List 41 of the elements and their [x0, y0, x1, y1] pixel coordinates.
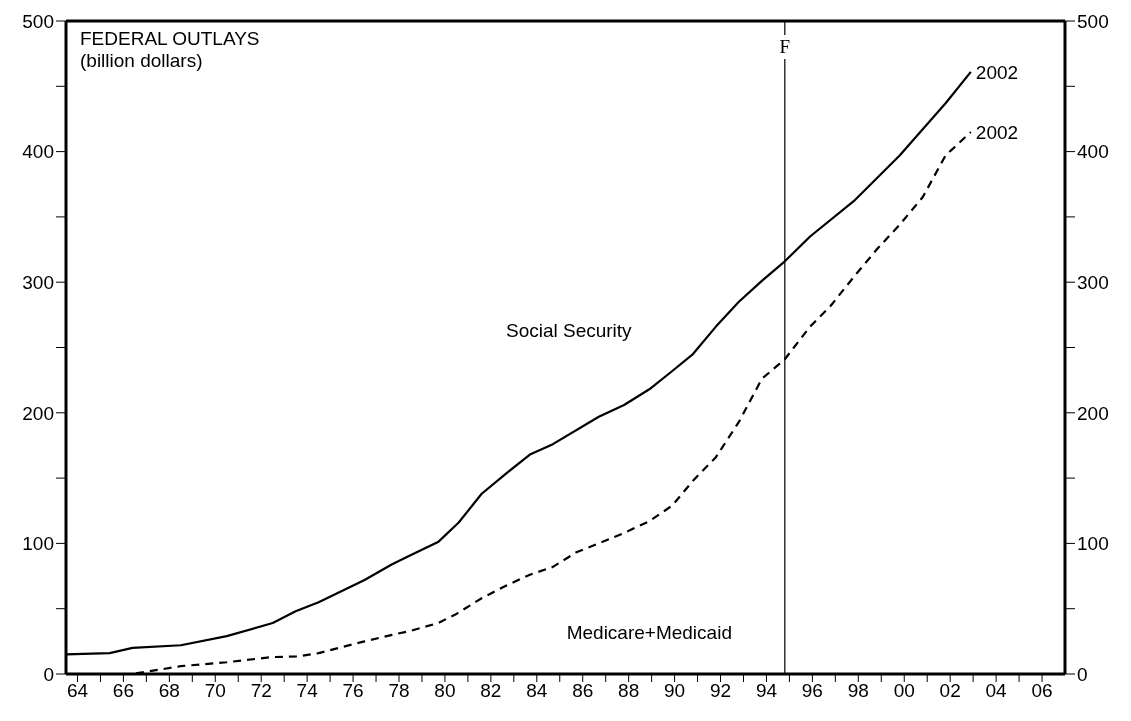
x-tick-label: 70	[204, 680, 226, 702]
y2-tick-label: 300	[1077, 271, 1109, 293]
x-tick-label: 74	[296, 680, 319, 702]
annotation: 2002	[975, 122, 1019, 144]
x-tick-label: 90	[664, 680, 686, 702]
y-tick-label: 100	[22, 533, 54, 555]
x-tick-label: 88	[618, 680, 640, 702]
annotation: 2002	[975, 61, 1019, 83]
y2-tick-label: 100	[1077, 533, 1109, 555]
x-tick-label: 94	[755, 680, 778, 702]
x-tick-label: 80	[434, 680, 456, 702]
x-tick-label: 72	[250, 680, 272, 702]
text: Medicare+Medicaid	[566, 622, 732, 644]
x-tick-label: 92	[709, 680, 732, 702]
y2-tick-label: 0	[1077, 663, 1088, 685]
x-tick-label: 02	[939, 680, 961, 702]
x-tick-label: 00	[893, 680, 915, 702]
y-tick-label: 500	[22, 10, 54, 32]
y-tick-label: 300	[22, 271, 54, 293]
x-tick-label: 84	[526, 680, 548, 702]
x-tick-label: 76	[342, 680, 364, 702]
x-tick-label: 98	[847, 680, 869, 702]
x-tick-label: 82	[480, 680, 502, 702]
x-tick-label: 68	[158, 680, 180, 702]
x-tick-label: 64	[66, 680, 89, 702]
y2-tick-label: 400	[1077, 141, 1109, 163]
y2-tick-label: 500	[1077, 10, 1109, 32]
y-tick-label: 0	[43, 663, 54, 685]
x-tick-label: 78	[388, 680, 410, 702]
x-tick-label: 06	[1031, 680, 1053, 702]
text: Social Security	[505, 319, 633, 341]
text: (billion dollars)	[80, 50, 204, 72]
y2-tick-label: 200	[1077, 402, 1109, 424]
x-tick-label: 96	[801, 680, 823, 702]
y-tick-label: 400	[22, 141, 54, 163]
x-tick-label: 86	[572, 680, 594, 702]
x-tick-label: 04	[985, 680, 1008, 702]
x-tick-label: 66	[112, 680, 134, 702]
y-tick-label: 200	[22, 402, 54, 424]
chart-title: FEDERAL OUTLAYS	[80, 28, 260, 50]
ref-line-label: F	[779, 36, 791, 57]
